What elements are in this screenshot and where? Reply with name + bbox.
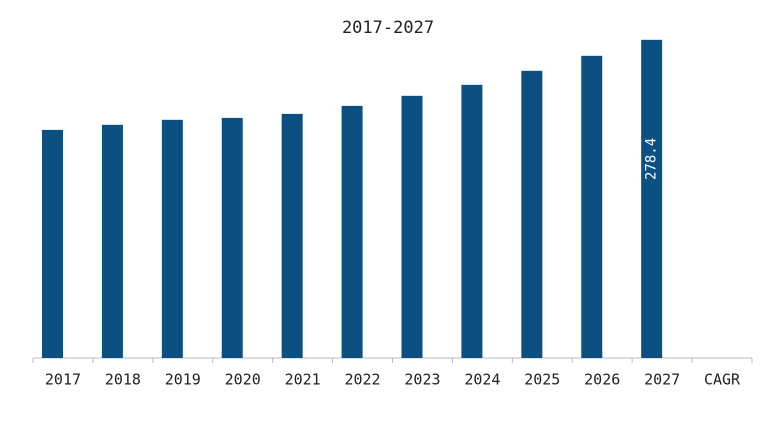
bar [641, 39, 663, 358]
bar [461, 84, 483, 358]
bar [581, 55, 603, 358]
x-tick-label: 2020 [225, 371, 261, 389]
x-tick-label: 2019 [165, 371, 201, 389]
bar [521, 70, 543, 359]
bar [221, 117, 243, 358]
x-tick-label: 2027 [644, 371, 680, 389]
x-tick-label: 2017 [45, 371, 81, 389]
bar [281, 113, 303, 358]
x-tick-label: 2023 [404, 371, 440, 389]
x-tick-label: 2018 [105, 371, 141, 389]
x-tick-label: 2024 [464, 371, 500, 389]
bar [42, 129, 63, 358]
bar [401, 95, 423, 358]
value-label: 278.4 [644, 138, 660, 180]
x-tick-label: 2021 [285, 371, 321, 389]
x-tick-label: 2026 [584, 371, 620, 389]
bar [161, 119, 183, 358]
bar [341, 105, 363, 358]
chart-title: 2017-2027 [342, 18, 434, 38]
x-tick-label: CAGR [704, 371, 741, 389]
bar [101, 124, 123, 358]
x-tick-label: 2022 [344, 371, 380, 389]
x-tick-label: 2025 [524, 371, 560, 389]
